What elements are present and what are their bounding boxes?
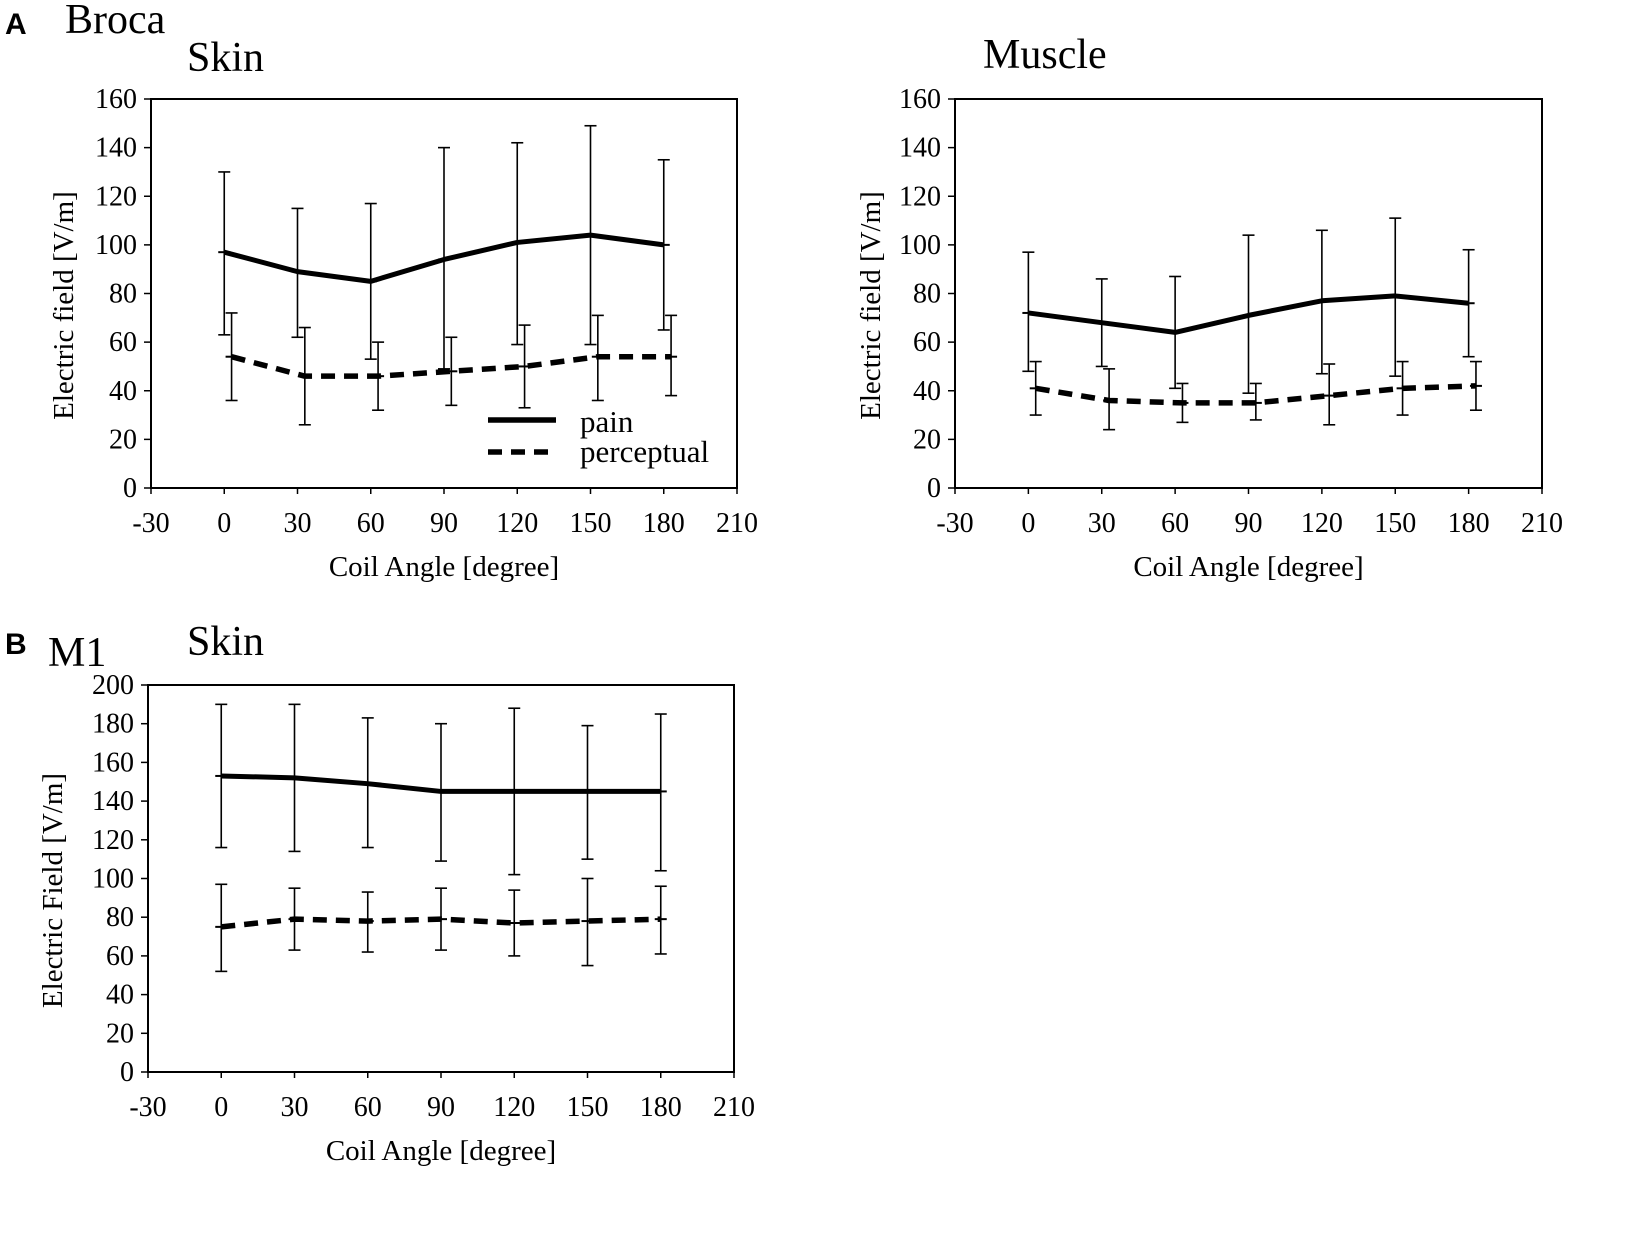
m1-skin-xtick-label: 180 xyxy=(640,1092,682,1123)
broca-skin-xtick-label: 60 xyxy=(357,508,385,539)
m1-skin-series-pain xyxy=(215,703,667,876)
broca-muscle-ytick-label: 40 xyxy=(913,376,941,407)
broca-muscle-xtick-label: -30 xyxy=(936,508,973,539)
m1-skin-title: Skin xyxy=(187,619,264,665)
broca-skin-chart: Skin 0 20 40 60 80 100 120 140 160 -30 0 30 60 90 120 15… xyxy=(48,35,758,583)
m1-skin-ylabel: Electric Field [V/m] xyxy=(37,773,69,1008)
broca-muscle-ytick-label: 100 xyxy=(899,230,941,261)
legend-perceptual-label: perceptual xyxy=(580,434,709,469)
broca-muscle-xtick-label: 60 xyxy=(1161,508,1189,539)
broca-skin-ytick-label: 100 xyxy=(95,230,137,261)
m1-skin-xlabel: Coil Angle [degree] xyxy=(326,1135,556,1167)
m1-skin-xtick-label: -30 xyxy=(129,1092,166,1123)
m1-skin-xtick-label: 30 xyxy=(281,1092,309,1123)
broca-muscle-xtick-label: 30 xyxy=(1088,508,1116,539)
broca-muscle-xtick-label: 150 xyxy=(1374,508,1416,539)
broca-muscle-xtick-label: 210 xyxy=(1521,508,1563,539)
broca-muscle-ytick-label: 160 xyxy=(899,84,941,115)
broca-skin-xtick-label: 180 xyxy=(643,508,685,539)
m1-skin-ytick-label: 200 xyxy=(92,670,134,701)
broca-muscle-ytick-label: 20 xyxy=(913,424,941,455)
broca-muscle-ytick-label: 120 xyxy=(899,181,941,212)
broca-skin-ytick-label: 160 xyxy=(95,84,137,115)
m1-skin-ytick-label: 80 xyxy=(106,902,134,933)
broca-skin-series-perceptual xyxy=(225,312,678,426)
m1-skin-chart: Skin 0 20 40 60 80 100 120 140 160 180 200 -30 0 30 60 9… xyxy=(37,619,755,1167)
broca-skin-xtick-label: 150 xyxy=(570,508,612,539)
m1-skin-ytick-label: 100 xyxy=(92,864,134,895)
broca-skin-ytick-label: 20 xyxy=(109,424,137,455)
panel-a-region: Broca xyxy=(65,0,166,43)
broca-skin-xtick-label: 0 xyxy=(217,508,231,539)
broca-skin-ytick-label: 140 xyxy=(95,133,137,164)
broca-muscle-ytick-label: 80 xyxy=(913,279,941,310)
broca-muscle-series-perceptual xyxy=(1029,360,1482,431)
broca-muscle-title: Muscle xyxy=(983,32,1107,78)
m1-skin-ytick-label: 20 xyxy=(106,1018,134,1049)
m1-skin-ytick-label: 60 xyxy=(106,941,134,972)
m1-skin-xtick-label: 60 xyxy=(354,1092,382,1123)
broca-muscle-ytick-label: 0 xyxy=(927,473,941,504)
m1-skin-ytick-label: 40 xyxy=(106,980,134,1011)
broca-skin-ytick-label: 40 xyxy=(109,376,137,407)
charts-group: Skin 0 20 40 60 80 100 120 140 160 -30 0 30 60 90 120 15… xyxy=(37,32,1563,1167)
m1-skin-xtick-label: 90 xyxy=(427,1092,455,1123)
broca-muscle-xtick-label: 180 xyxy=(1448,508,1490,539)
panel-b-region: M1 xyxy=(48,630,106,676)
broca-skin-ytick-label: 120 xyxy=(95,181,137,212)
broca-skin-xtick-label: 210 xyxy=(716,508,758,539)
broca-skin-ytick-label: 60 xyxy=(109,327,137,358)
broca-skin-title: Skin xyxy=(187,35,264,81)
broca-muscle-xtick-label: 120 xyxy=(1301,508,1343,539)
broca-muscle-xtick-label: 90 xyxy=(1235,508,1263,539)
m1-skin-ytick-label: 120 xyxy=(92,825,134,856)
broca-muscle-xlabel: Coil Angle [degree] xyxy=(1133,551,1363,583)
broca-skin-ytick-label: 80 xyxy=(109,279,137,310)
broca-skin-xtick-label: -30 xyxy=(132,508,169,539)
broca-skin-ytick-label: 0 xyxy=(123,473,137,504)
m1-skin-ytick-label: 0 xyxy=(120,1057,134,1088)
panel-a-letter: A xyxy=(5,8,27,41)
m1-skin-ytick-label: 160 xyxy=(92,747,134,778)
broca-skin-xtick-label: 120 xyxy=(496,508,538,539)
m1-skin-xtick-label: 150 xyxy=(567,1092,609,1123)
broca-skin-ylabel: Electric field [V/m] xyxy=(48,191,80,420)
m1-skin-ytick-label: 140 xyxy=(92,786,134,817)
broca-muscle-ytick-label: 60 xyxy=(913,327,941,358)
broca-muscle-series-pain xyxy=(1022,217,1475,394)
broca-muscle-ylabel: Electric field [V/m] xyxy=(855,191,887,420)
broca-skin-xtick-label: 90 xyxy=(430,508,458,539)
m1-skin-xtick-label: 0 xyxy=(214,1092,228,1123)
m1-skin-ytick-label: 180 xyxy=(92,709,134,740)
broca-skin-series-pain xyxy=(218,124,670,370)
legend-pain-label: pain xyxy=(580,404,634,439)
m1-skin-series-perceptual xyxy=(215,877,667,973)
broca-muscle-ytick-label: 140 xyxy=(899,133,941,164)
m1-skin-xtick-label: 120 xyxy=(493,1092,535,1123)
broca-muscle-xtick-label: 0 xyxy=(1021,508,1035,539)
broca-skin-xtick-label: 30 xyxy=(284,508,312,539)
panel-b-letter: B xyxy=(5,628,27,661)
broca-skin-xlabel: Coil Angle [degree] xyxy=(329,551,559,583)
broca-muscle-chart: Muscle 0 20 40 60 80 100 120 140 160 -30 0 30 60 90 120… xyxy=(855,32,1563,583)
m1-skin-xtick-label: 210 xyxy=(713,1092,755,1123)
